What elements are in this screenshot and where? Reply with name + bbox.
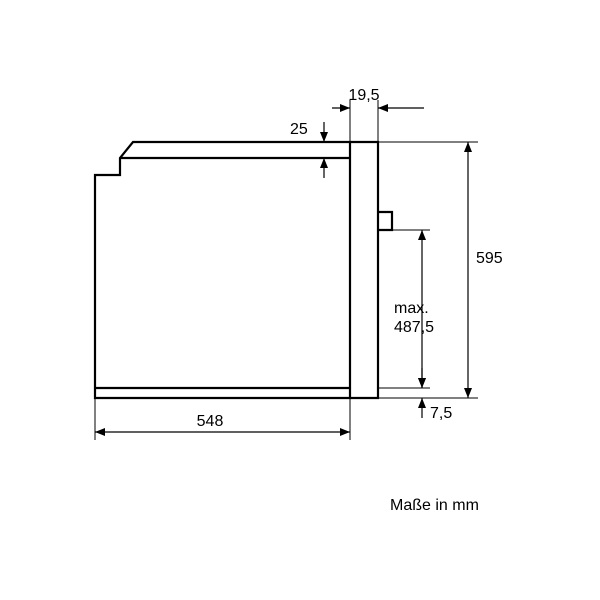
label-595: 595 <box>476 250 503 267</box>
label-19-5: 19,5 <box>348 87 379 104</box>
dimension-drawing: 548 595 max. 487,5 7,5 25 <box>0 0 600 600</box>
dim-width-548: 548 <box>95 398 350 440</box>
dim-gap-7-5: 7,5 <box>418 368 452 422</box>
label-max-l2: 487,5 <box>394 319 434 336</box>
label-25: 25 <box>290 121 308 138</box>
units-note: Maße in mm <box>390 497 479 514</box>
dim-top-25: 25 <box>262 121 332 178</box>
dim-height-595: 595 <box>378 142 503 398</box>
appliance-outline <box>95 142 392 398</box>
dim-front-19-5: 19,5 <box>332 87 424 142</box>
label-7-5: 7,5 <box>430 405 452 422</box>
label-548: 548 <box>197 413 224 430</box>
dim-max-487-5: max. 487,5 <box>378 230 434 388</box>
label-max-l1: max. <box>394 300 429 317</box>
